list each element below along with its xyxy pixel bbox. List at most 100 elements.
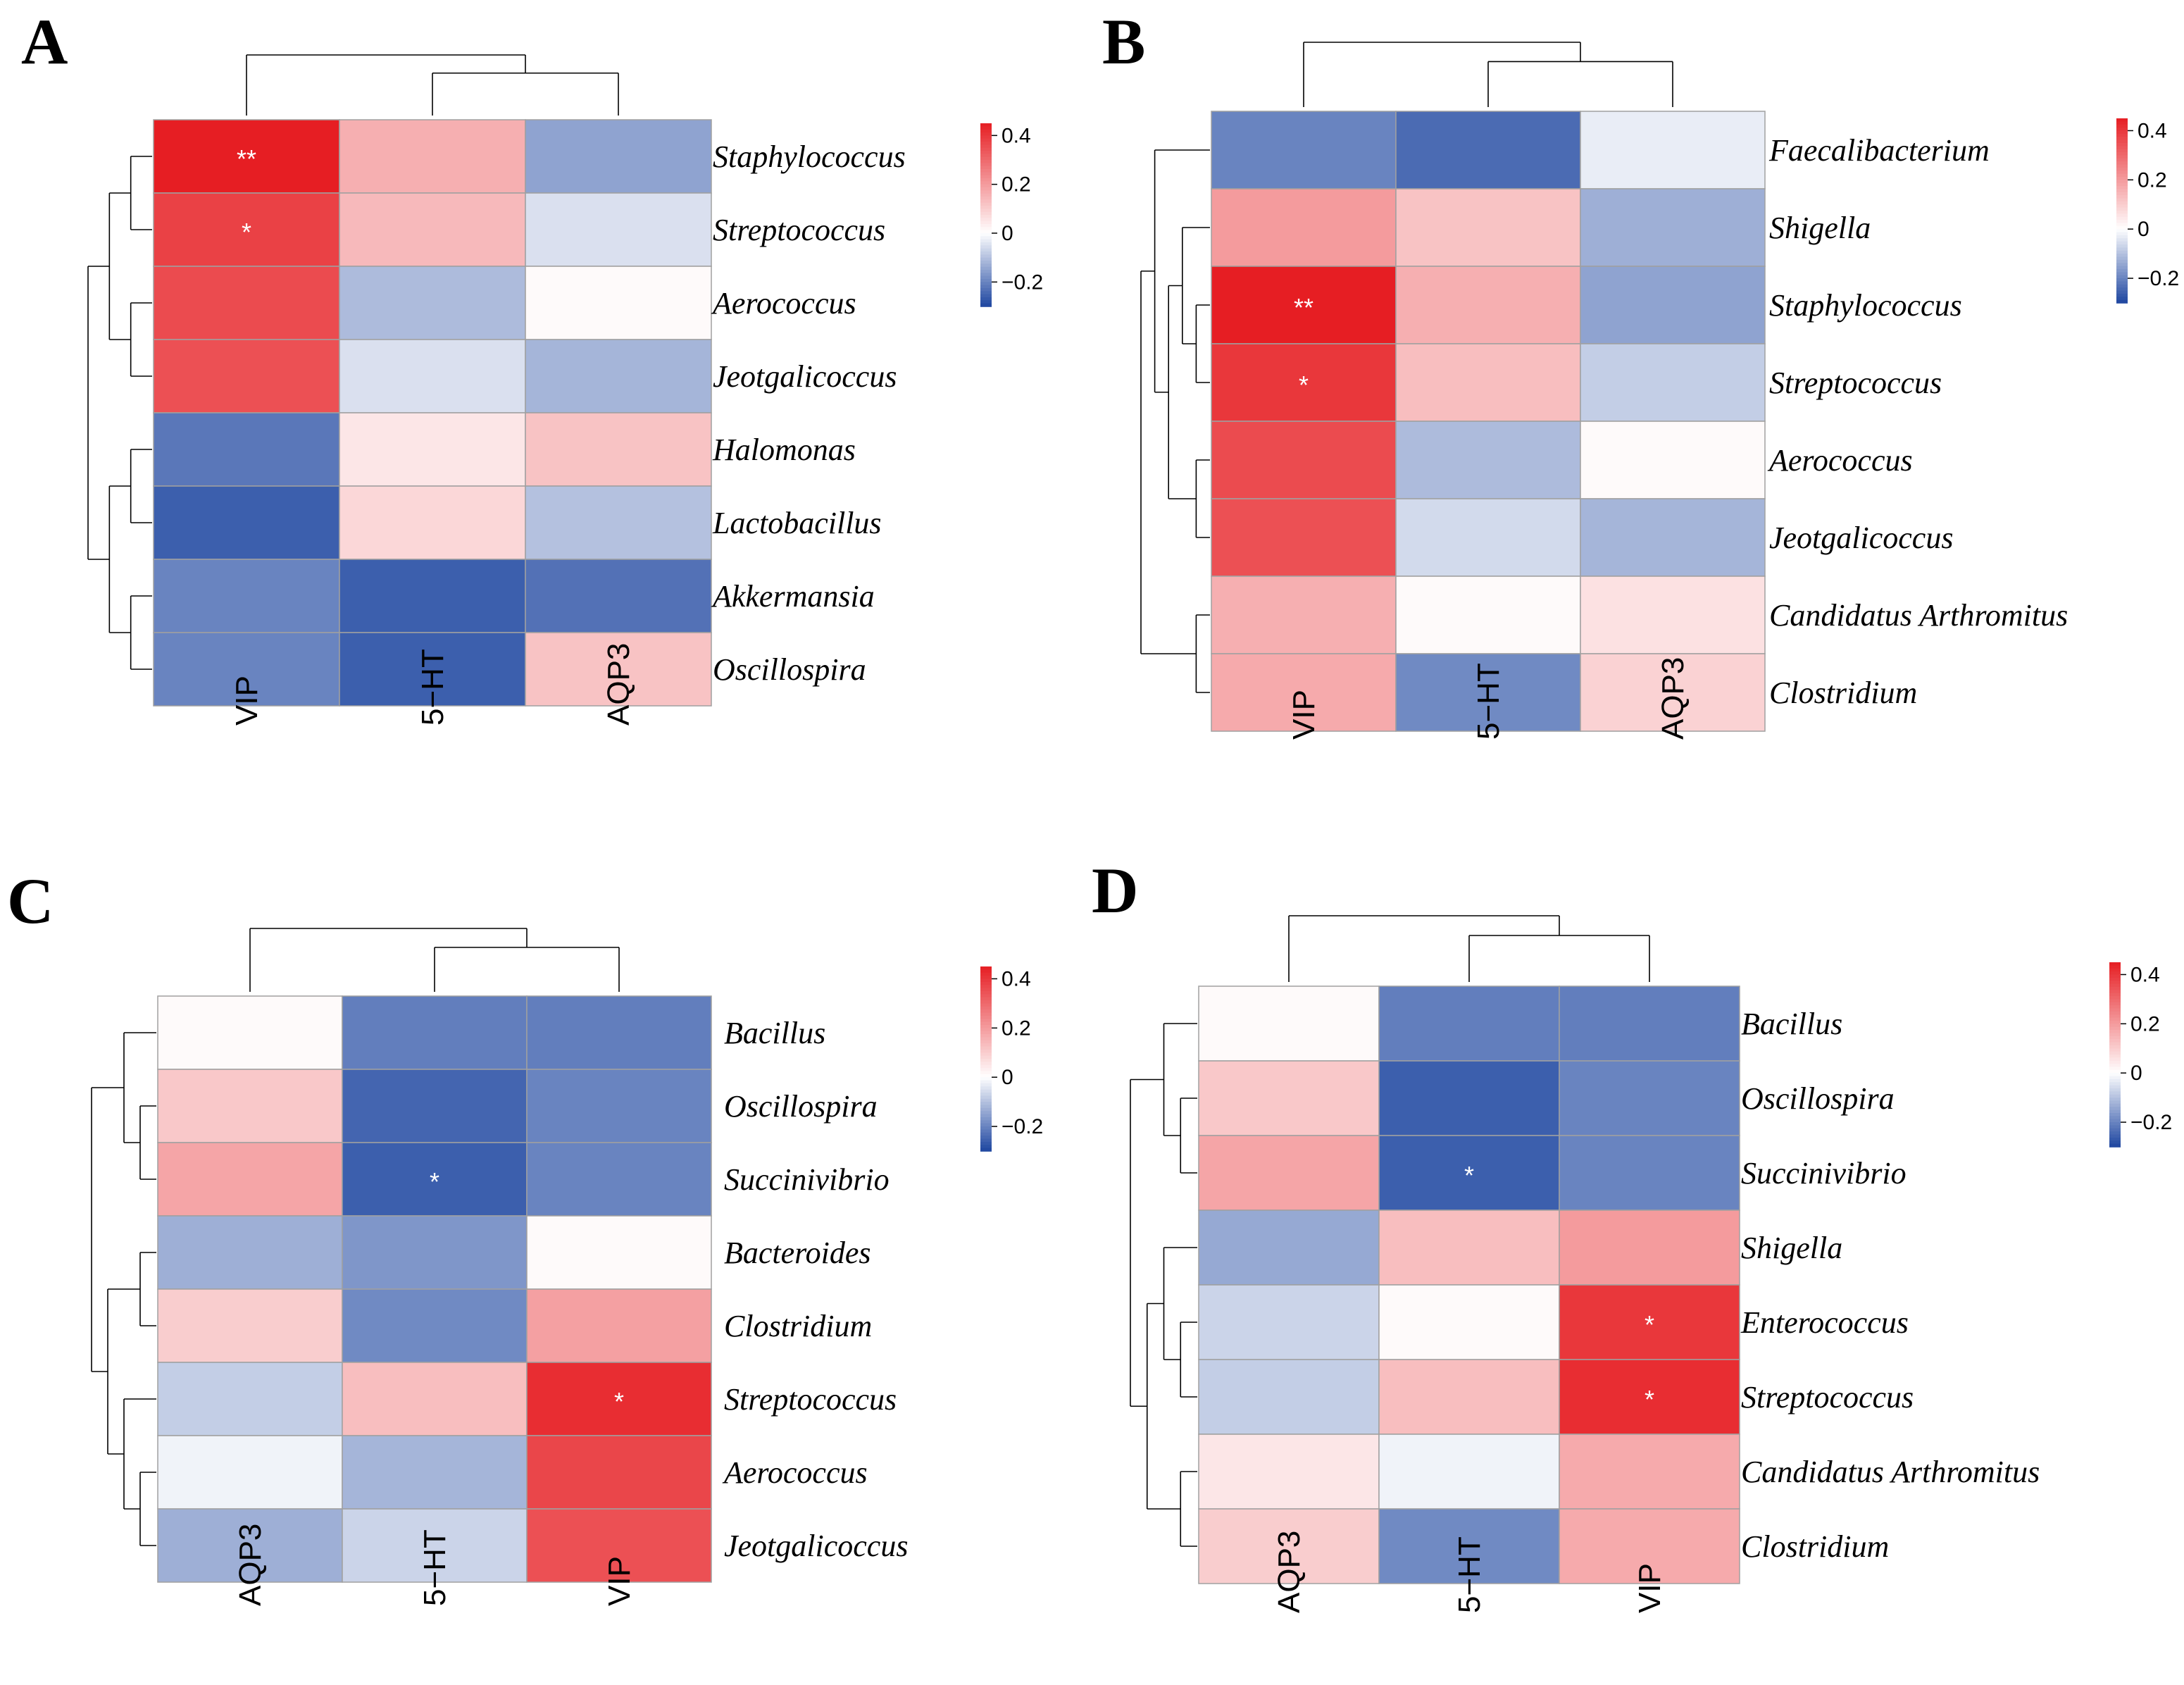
heatmap-cell: [342, 1362, 528, 1436]
row-label: Bacillus: [724, 1016, 825, 1050]
colorbar-segment: [980, 1086, 992, 1090]
heatmap-cell: [153, 632, 340, 707]
heatmap-cell: [526, 1508, 712, 1583]
colorbar-segment: [2109, 1076, 2121, 1080]
colorbar-segment: [980, 1095, 992, 1100]
heatmap-cell: [1378, 1359, 1560, 1435]
column-label: VIP: [602, 1556, 637, 1606]
heatmap-cell: [1211, 653, 1397, 732]
heatmap-cell: [1211, 576, 1397, 654]
colorbar-segment: [980, 990, 992, 995]
colorbar-tick-label: 0: [2130, 1062, 2142, 1085]
row-label: Succinivibrio: [1741, 1156, 1907, 1190]
colorbar-segment: [980, 184, 992, 188]
colorbar-segment: [2109, 981, 2121, 985]
colorbar-segment: [2109, 1024, 2121, 1028]
column-label: AQP3: [1272, 1531, 1306, 1613]
heatmap-cell: [1395, 653, 1581, 732]
colorbar-segment: [980, 197, 992, 201]
colorbar-segment: [980, 1117, 992, 1121]
colorbar-segment: [980, 1148, 992, 1152]
colorbar-segment: [2116, 142, 2128, 147]
row-label: Lactobacillus: [712, 506, 882, 540]
colorbar-segment: [2109, 1137, 2121, 1142]
colorbar-segment: [2109, 1030, 2121, 1034]
colorbar-segment: [980, 1093, 992, 1097]
colorbar-segment: [980, 1046, 992, 1050]
colorbar-segment: [980, 1034, 992, 1038]
colorbar-segment: [2109, 1134, 2121, 1138]
column-label: 5−HT: [1471, 663, 1506, 740]
heatmap-cell: [1395, 421, 1581, 499]
heatmap-cell: [1198, 1210, 1380, 1286]
heatmap-cell: [1378, 1284, 1560, 1360]
colorbar-segment: [980, 282, 992, 286]
colorbar-segment: [2116, 146, 2128, 150]
colorbar-segment: [980, 123, 992, 128]
row-label: Aerococcus: [722, 1455, 868, 1490]
colorbar-segment: [2116, 158, 2128, 162]
colorbar-segment: [2109, 1060, 2121, 1064]
colorbar-tick-label: 0.2: [1001, 173, 1031, 197]
colorbar-segment: [2109, 1116, 2121, 1120]
colorbar-segment: [2116, 182, 2128, 187]
heatmap-cell: [1198, 985, 1380, 1062]
colorbar-segment: [980, 166, 992, 170]
heatmap-cell: [526, 995, 712, 1070]
row-label: Halomonas: [712, 433, 856, 467]
row-label: Streptococcus: [1741, 1380, 1914, 1414]
colorbar-segment: [980, 1021, 992, 1026]
colorbar-segment: [980, 190, 992, 194]
significance-mark: *: [614, 1387, 624, 1416]
significance-mark: *: [1299, 371, 1309, 399]
panel-b: B***FaecalibacteriumShigellaStaphylococc…: [1102, 6, 2179, 740]
heatmap-cell: [157, 1069, 343, 1143]
colorbar-segment: [2109, 1033, 2121, 1037]
colorbar-segment: [980, 1031, 992, 1035]
heatmap-cell: [153, 266, 340, 340]
heatmap-cell: [342, 995, 528, 1070]
colorbar-segment: [2116, 155, 2128, 159]
colorbar-segment: [2116, 247, 2128, 251]
colorbar-segment: [980, 178, 992, 182]
colorbar-segment: [980, 1074, 992, 1078]
colorbar-segment: [2116, 232, 2128, 236]
colorbar-segment: [980, 245, 992, 249]
row-label: Staphylococcus: [1769, 288, 1962, 323]
row-label: Bacillus: [1741, 1007, 1842, 1041]
row-label: Clostridium: [724, 1309, 872, 1343]
heatmap-cell: [153, 559, 340, 633]
colorbar-segment: [980, 129, 992, 133]
heatmap-cell: [1395, 498, 1581, 577]
heatmap-cell: [1559, 1135, 1740, 1211]
colorbar-segment: [2116, 192, 2128, 196]
colorbar-segment: [2109, 1005, 2121, 1009]
heatmap-cell: [1211, 266, 1397, 344]
column-label: AQP3: [233, 1524, 268, 1606]
colorbar-tick-label: −0.2: [1001, 1115, 1043, 1138]
colorbar-segment: [980, 1064, 992, 1069]
heatmap-cell: [153, 192, 340, 267]
colorbar-segment: [980, 224, 992, 228]
heatmap-cell: [526, 1142, 712, 1217]
colorbar-segment: [980, 270, 992, 274]
colorbar-segment: [2116, 189, 2128, 193]
colorbar-segment: [2116, 139, 2128, 144]
heatmap-cell: [1580, 188, 1766, 267]
heatmap-cell: [1559, 1210, 1740, 1286]
colorbar-segment: [2109, 1098, 2121, 1102]
colorbar-segment: [980, 254, 992, 259]
colorbar-segment: [2116, 220, 2128, 224]
heatmap-cell: [157, 995, 343, 1070]
colorbar-segment: [2109, 1048, 2121, 1052]
colorbar-tick-label: −0.2: [2130, 1111, 2172, 1134]
heatmap-cell: [1580, 653, 1766, 732]
colorbar-segment: [2109, 962, 2121, 966]
colorbar-segment: [2116, 225, 2128, 230]
colorbar-segment: [2116, 235, 2128, 240]
colorbar-segment: [980, 300, 992, 304]
colorbar-segment: [980, 132, 992, 137]
colorbar-segment: [980, 199, 992, 204]
colorbar-segment: [2116, 149, 2128, 153]
colorbar-segment: [2109, 990, 2121, 994]
